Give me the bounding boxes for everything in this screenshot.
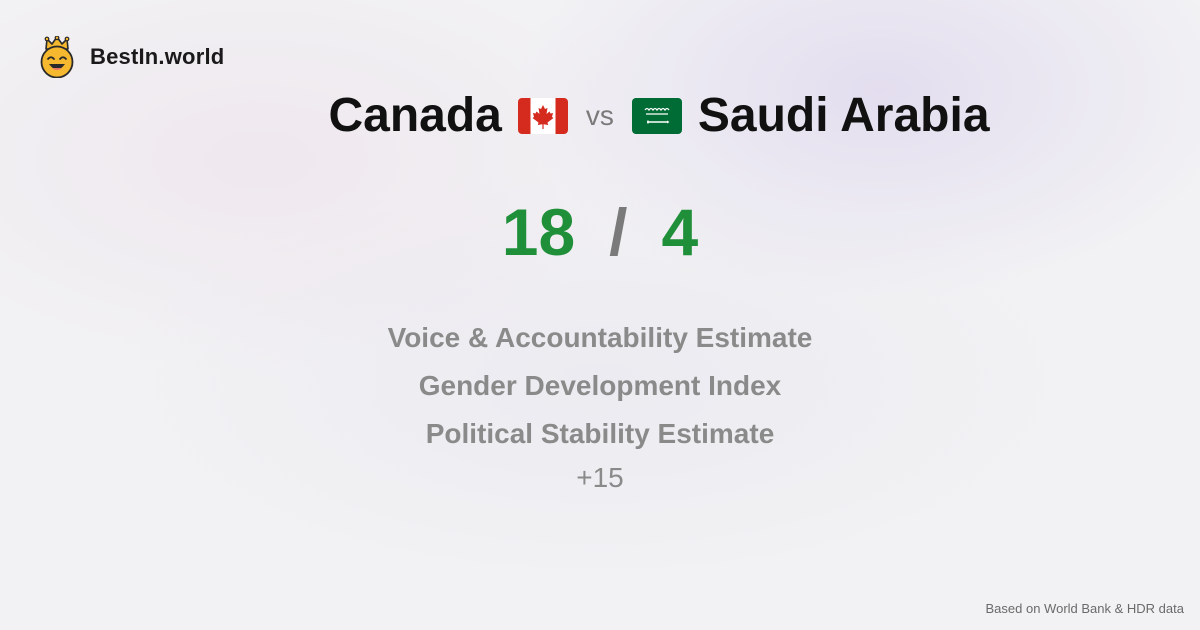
canada-flag-icon — [517, 98, 568, 134]
comparison-title: Canada vs Saudi Arabia — [0, 88, 1200, 144]
saudi-arabia-flag-icon — [631, 98, 682, 134]
data-source-note: Based on World Bank & HDR data — [985, 601, 1184, 616]
brand-name: BestIn.world — [90, 44, 225, 69]
country-b-name: Saudi Arabia — [697, 89, 990, 142]
country-a-name: Canada — [328, 89, 502, 142]
metric-item: Voice & Accountability Estimate — [387, 322, 813, 353]
score-country-b: 4 — [661, 195, 699, 269]
crowned-smiley-icon — [40, 36, 74, 78]
score-separator: / — [609, 195, 628, 269]
more-metrics-count: +15 — [576, 462, 624, 493]
metrics-list: Voice & Accountability Estimate Gender D… — [0, 314, 1200, 458]
brand[interactable]: BestIn.world — [38, 36, 224, 78]
vs-label: vs — [585, 100, 614, 131]
score-country-a: 18 — [501, 195, 576, 269]
score: 18 / 4 — [0, 192, 1200, 272]
metric-item: Political Stability Estimate — [425, 418, 775, 449]
metric-item: Gender Development Index — [418, 370, 782, 401]
